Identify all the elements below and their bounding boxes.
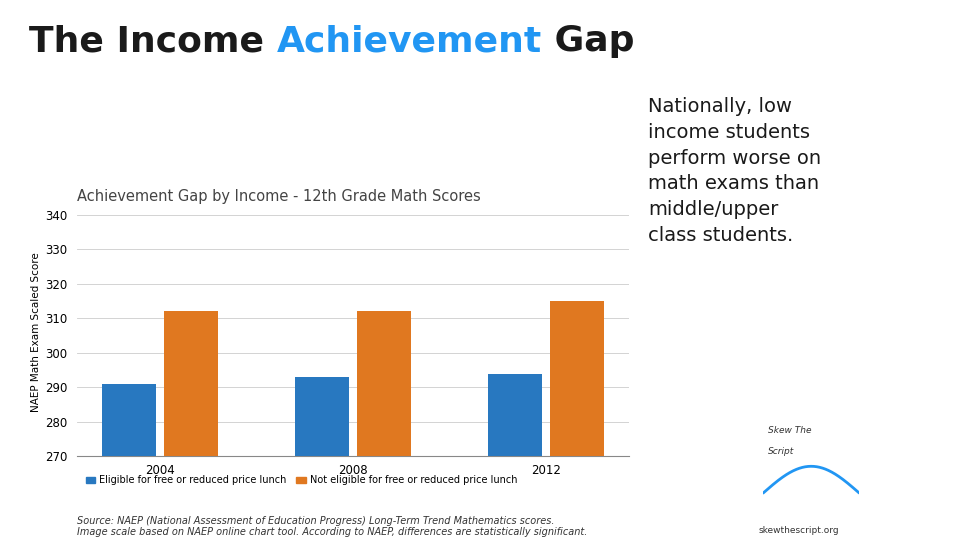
- Legend: Eligible for free or reduced price lunch, Not eligible for free or reduced price: Eligible for free or reduced price lunch…: [82, 471, 521, 489]
- Bar: [357, 312, 411, 540]
- Text: Achievement: Achievement: [276, 24, 541, 58]
- Text: The Income: The Income: [29, 24, 276, 58]
- Y-axis label: NAEP Math Exam Scaled Score: NAEP Math Exam Scaled Score: [31, 252, 40, 412]
- Bar: [163, 312, 218, 540]
- Bar: [295, 377, 348, 540]
- Text: Skew The: Skew The: [768, 426, 811, 435]
- Text: Gap: Gap: [541, 24, 635, 58]
- Bar: [102, 384, 156, 540]
- Text: Achievement Gap by Income - 12th Grade Math Scores: Achievement Gap by Income - 12th Grade M…: [77, 189, 481, 204]
- Text: Source: NAEP (National Assessment of Education Progress) Long-Term Trend Mathema: Source: NAEP (National Assessment of Edu…: [77, 516, 588, 537]
- Text: Nationally, low
income students
perform worse on
math exams than
middle/upper
cl: Nationally, low income students perform …: [648, 97, 821, 245]
- Text: skewthescript.org: skewthescript.org: [758, 525, 839, 535]
- Bar: [488, 374, 542, 540]
- Bar: [550, 301, 604, 540]
- Text: Script: Script: [768, 447, 794, 456]
